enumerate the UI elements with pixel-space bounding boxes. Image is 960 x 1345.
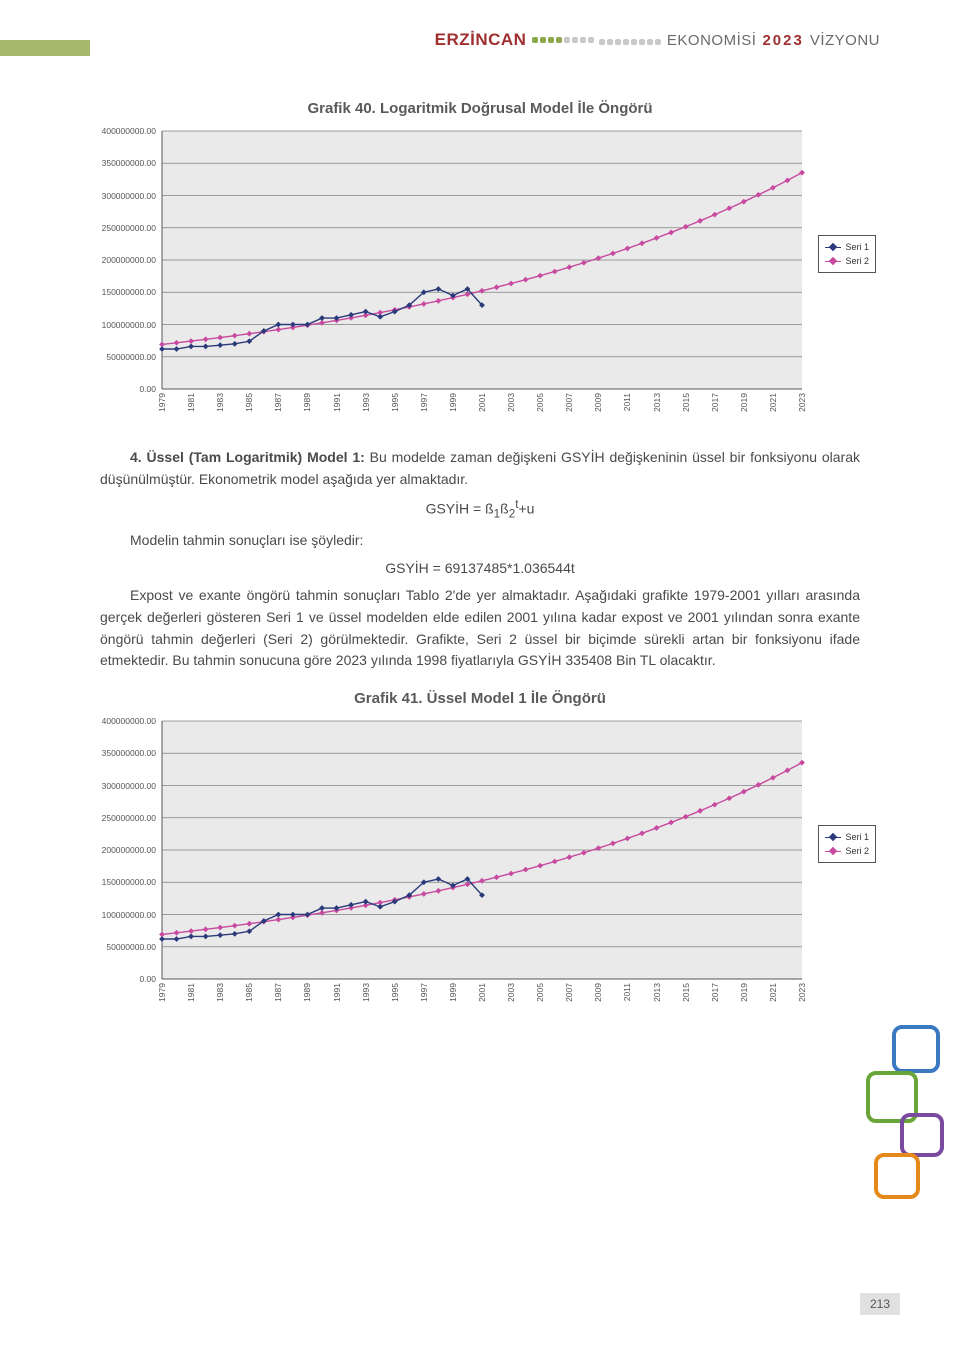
x-tick-label: 1983 — [215, 393, 225, 412]
decor-square — [874, 1153, 920, 1199]
equation-1: GSYİH = ß1ß2t+u — [100, 496, 860, 524]
x-tick-label: 2023 — [797, 983, 807, 1002]
y-tick-label: 300000000.00 — [90, 781, 156, 791]
brand-sub: EKONOMİSİ — [667, 32, 757, 49]
x-tick-label: 2017 — [710, 983, 720, 1002]
y-tick-label: 350000000.00 — [90, 748, 156, 758]
x-tick-label: 1985 — [244, 393, 254, 412]
y-tick-label: 400000000.00 — [90, 716, 156, 726]
y-tick-label: 100000000.00 — [90, 910, 156, 920]
p3-text: Expost ve exante öngörü tahmin sonuçları… — [100, 585, 860, 672]
x-tick-label: 1991 — [332, 393, 342, 412]
y-tick-label: 50000000.00 — [90, 352, 156, 362]
x-tick-label: 2023 — [797, 393, 807, 412]
chart40-title: Grafik 40. Logaritmik Doğrusal Model İle… — [60, 100, 900, 117]
x-tick-label: 1991 — [332, 983, 342, 1002]
brand-vision: VİZYONU — [810, 32, 880, 49]
x-tick-label: 1993 — [361, 983, 371, 1002]
x-tick-label: 2007 — [564, 393, 574, 412]
body-text: 4. Üssel (Tam Logaritmik) Model 1: Bu mo… — [100, 447, 860, 672]
equation-2: GSYİH = 69137485*1.036544t — [100, 558, 860, 580]
x-tick-label: 2019 — [739, 983, 749, 1002]
y-tick-label: 0.00 — [90, 384, 156, 394]
decor-squares — [860, 1025, 950, 1225]
x-tick-label: 2009 — [593, 983, 603, 1002]
x-tick-label: 2003 — [506, 983, 516, 1002]
legend-label: Seri 1 — [845, 240, 869, 254]
legend: Seri 1Seri 2 — [818, 825, 876, 863]
y-tick-label: 400000000.00 — [90, 126, 156, 136]
x-tick-label: 2015 — [681, 983, 691, 1002]
x-tick-label: 2003 — [506, 393, 516, 412]
legend-label: Seri 2 — [845, 254, 869, 268]
brand-year: 2023 — [762, 32, 803, 49]
eq1-pre: GSYİH = ß — [426, 501, 494, 517]
decor-square — [892, 1025, 940, 1073]
y-tick-label: 50000000.00 — [90, 942, 156, 952]
x-tick-label: 1987 — [273, 983, 283, 1002]
p2-text: Modelin tahmin sonuçları ise şöyledir: — [100, 530, 860, 552]
x-tick-label: 1997 — [419, 393, 429, 412]
brand-name: ERZİNCAN — [435, 30, 527, 50]
chart41: 0.00 50000000.00 100000000.00 150000000.00 2… — [90, 713, 870, 1013]
x-tick-label: 1999 — [448, 393, 458, 412]
decor-square — [900, 1113, 944, 1157]
x-tick-label: 1999 — [448, 983, 458, 1002]
x-tick-label: 2013 — [652, 983, 662, 1002]
x-tick-label: 1989 — [302, 393, 312, 412]
x-tick-label: 2001 — [477, 393, 487, 412]
header-dots — [532, 37, 594, 43]
x-tick-label: 2001 — [477, 983, 487, 1002]
x-tick-label: 1989 — [302, 983, 312, 1002]
y-tick-label: 250000000.00 — [90, 813, 156, 823]
y-tick-label: 100000000.00 — [90, 320, 156, 330]
y-tick-label: 0.00 — [90, 974, 156, 984]
y-tick-label: 300000000.00 — [90, 191, 156, 201]
x-tick-label: 1983 — [215, 983, 225, 1002]
x-tick-label: 1997 — [419, 983, 429, 1002]
legend: Seri 1Seri 2 — [818, 235, 876, 273]
x-tick-label: 2021 — [768, 983, 778, 1002]
x-tick-label: 1981 — [186, 393, 196, 412]
legend-label: Seri 2 — [845, 844, 869, 858]
x-tick-label: 2019 — [739, 393, 749, 412]
page-header: ERZİNCAN EKONOMİSİ 2023 VİZYONU — [435, 30, 880, 50]
header-dots-grey — [599, 39, 661, 45]
x-tick-label: 2015 — [681, 393, 691, 412]
x-tick-label: 1987 — [273, 393, 283, 412]
x-tick-label: 2009 — [593, 393, 603, 412]
chart40: 0.00 50000000.00 100000000.00 150000000.00 2… — [90, 123, 870, 423]
x-tick-label: 2017 — [710, 393, 720, 412]
x-tick-label: 2021 — [768, 393, 778, 412]
x-tick-label: 2005 — [535, 983, 545, 1002]
legend-label: Seri 1 — [845, 830, 869, 844]
y-tick-label: 350000000.00 — [90, 158, 156, 168]
eq1-mid: ß — [500, 501, 509, 517]
x-tick-label: 2007 — [564, 983, 574, 1002]
x-tick-label: 2013 — [652, 393, 662, 412]
x-tick-label: 2011 — [622, 393, 632, 411]
chart41-title: Grafik 41. Üssel Model 1 İle Öngörü — [60, 690, 900, 707]
y-tick-label: 150000000.00 — [90, 287, 156, 297]
x-tick-label: 1995 — [390, 983, 400, 1002]
y-tick-label: 200000000.00 — [90, 255, 156, 265]
side-tab — [0, 40, 90, 56]
x-tick-label: 1981 — [186, 983, 196, 1002]
y-tick-label: 150000000.00 — [90, 877, 156, 887]
x-tick-label: 1979 — [157, 393, 167, 412]
page-number: 213 — [860, 1293, 900, 1315]
y-tick-label: 250000000.00 — [90, 223, 156, 233]
x-tick-label: 1985 — [244, 983, 254, 1002]
x-tick-label: 2005 — [535, 393, 545, 412]
x-tick-label: 1993 — [361, 393, 371, 412]
eq1-tail: +u — [518, 501, 534, 517]
x-tick-label: 1995 — [390, 393, 400, 412]
x-tick-label: 1979 — [157, 983, 167, 1002]
section-heading: 4. Üssel (Tam Logaritmik) Model 1: — [130, 449, 365, 465]
y-tick-label: 200000000.00 — [90, 845, 156, 855]
x-tick-label: 2011 — [622, 983, 632, 1001]
